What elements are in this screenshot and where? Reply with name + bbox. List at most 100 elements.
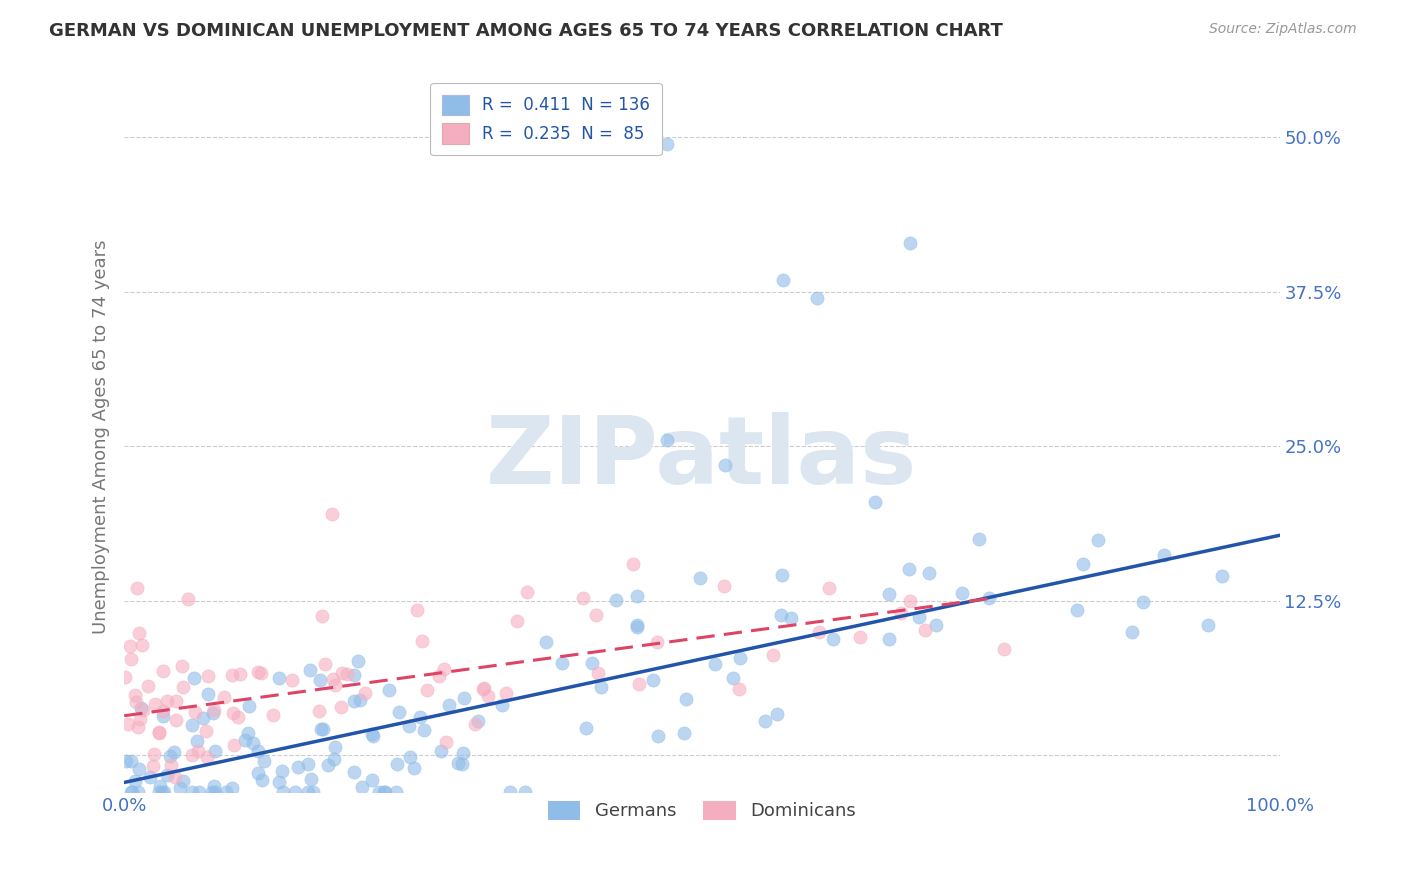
Point	[165, 714, 187, 728]
Point	[204, 744, 226, 758]
Point	[114, 670, 136, 684]
Point	[177, 592, 200, 607]
Point	[152, 785, 174, 799]
Point	[605, 593, 627, 607]
Point	[114, 754, 136, 768]
Point	[187, 785, 209, 799]
Point	[343, 693, 366, 707]
Point	[343, 668, 366, 682]
Point	[451, 746, 474, 760]
Point	[347, 654, 370, 668]
Point	[120, 652, 142, 666]
Point	[226, 710, 249, 724]
Point	[301, 785, 323, 799]
Point	[977, 591, 1000, 606]
Point	[581, 656, 603, 670]
Point	[430, 744, 453, 758]
Point	[453, 690, 475, 705]
Point	[121, 785, 143, 799]
Point	[172, 774, 194, 789]
Point	[495, 686, 517, 700]
Point	[120, 785, 142, 799]
Point	[201, 785, 224, 799]
Point	[183, 671, 205, 685]
Point	[1132, 594, 1154, 608]
Point	[378, 683, 401, 698]
Point	[267, 775, 290, 789]
Point	[405, 603, 427, 617]
Point	[657, 136, 679, 151]
Point	[950, 586, 973, 600]
Point	[204, 785, 226, 799]
Point	[246, 765, 269, 780]
Point	[284, 785, 307, 799]
Point	[163, 770, 186, 784]
Point	[125, 695, 148, 709]
Point	[918, 566, 941, 580]
Point	[877, 632, 900, 647]
Point	[863, 495, 886, 509]
Point	[120, 639, 142, 653]
Point	[477, 689, 499, 703]
Point	[242, 736, 264, 750]
Point	[413, 723, 436, 737]
Point	[314, 657, 336, 672]
Point	[471, 681, 494, 696]
Point	[675, 691, 697, 706]
Point	[280, 673, 302, 688]
Point	[172, 680, 194, 694]
Point	[187, 744, 209, 758]
Point	[184, 705, 207, 719]
Point	[117, 717, 139, 731]
Point	[238, 699, 260, 714]
Point	[215, 785, 238, 799]
Point	[181, 718, 204, 732]
Point	[387, 706, 409, 720]
Point	[253, 754, 276, 768]
Point	[728, 651, 751, 665]
Point	[128, 762, 150, 776]
Point	[626, 620, 648, 634]
Point	[411, 634, 433, 648]
Point	[925, 618, 948, 632]
Point	[250, 772, 273, 787]
Point	[404, 761, 426, 775]
Point	[159, 749, 181, 764]
Point	[169, 780, 191, 795]
Point	[143, 747, 166, 761]
Point	[360, 772, 382, 787]
Point	[148, 724, 170, 739]
Point	[311, 722, 333, 736]
Point	[142, 759, 165, 773]
Point	[626, 589, 648, 603]
Point	[195, 750, 218, 764]
Point	[148, 726, 170, 740]
Text: GERMAN VS DOMINICAN UNEMPLOYMENT AMONG AGES 65 TO 74 YEARS CORRELATION CHART: GERMAN VS DOMINICAN UNEMPLOYMENT AMONG A…	[49, 22, 1002, 40]
Point	[222, 739, 245, 753]
Point	[447, 756, 470, 770]
Point	[472, 681, 495, 696]
Point	[673, 726, 696, 740]
Point	[349, 693, 371, 707]
Point	[713, 579, 735, 593]
Point	[589, 680, 612, 694]
Point	[336, 667, 359, 681]
Point	[806, 291, 828, 305]
Point	[204, 779, 226, 793]
Point	[202, 703, 225, 717]
Point	[1087, 533, 1109, 547]
Point	[195, 723, 218, 738]
Point	[316, 757, 339, 772]
Point	[322, 673, 344, 687]
Point	[361, 727, 384, 741]
Point	[311, 608, 333, 623]
Point	[221, 667, 243, 681]
Point	[309, 722, 332, 736]
Point	[193, 711, 215, 725]
Point	[627, 676, 650, 690]
Point	[908, 609, 931, 624]
Point	[1071, 557, 1094, 571]
Point	[384, 785, 406, 799]
Text: ZIPatlas: ZIPatlas	[486, 412, 918, 504]
Point	[186, 734, 208, 748]
